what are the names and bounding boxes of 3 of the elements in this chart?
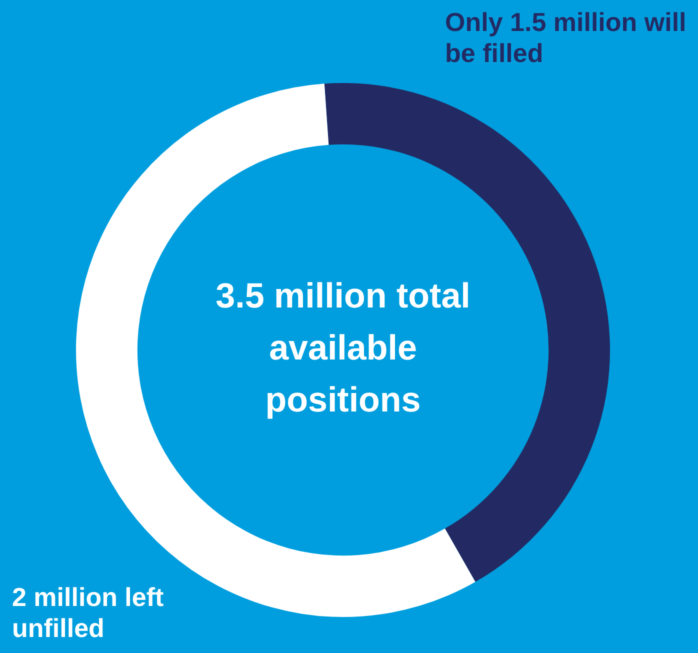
- slice-label: 2 million left unfilled: [12, 582, 164, 644]
- text: 3.5 million total available positions: [216, 276, 470, 420]
- slice-label: Only 1.5 million will be filled: [445, 7, 686, 68]
